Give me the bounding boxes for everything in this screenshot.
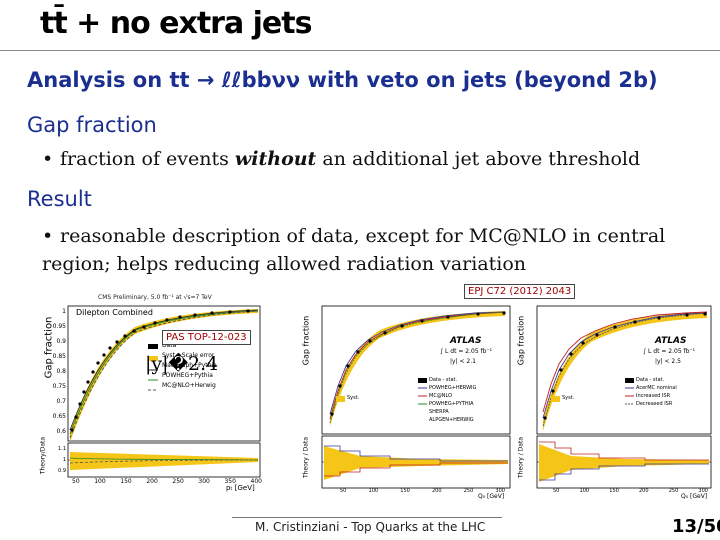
cms-ytick: 0.65 xyxy=(52,413,66,420)
cms-ytick: 0.6 xyxy=(56,428,66,435)
atlas1-legend-item: SHERPA xyxy=(429,409,449,415)
heading-result: Result xyxy=(27,187,92,211)
atlas2-xticks: 50 100 150 200 250 300 xyxy=(553,488,708,494)
cms-legend-syst: Syst.+Scale error xyxy=(162,352,215,359)
page-number: 13/50 xyxy=(672,516,720,537)
atlas-plot-1: ATLAS ∫ L dt = 2.05 fb⁻¹ |y| < 2.1 Gap f… xyxy=(300,296,515,502)
atlas1-legend-item: POWHEG+PYTHIA xyxy=(429,401,474,407)
bullet-gap-emphasis: without xyxy=(234,148,317,170)
atlas1-legend: Data - stat. POWHEG+HERWIG MC@NLO POWHEG… xyxy=(429,376,476,424)
atlas1-legend-syst: Syst. xyxy=(347,395,360,401)
atlas2-legend-item: Decreased ISR xyxy=(636,401,673,407)
ref-pas-box: PAS TOP-12-023 xyxy=(162,330,251,345)
heading-analysis: Analysis on tt → ℓℓbbνν with veto on jet… xyxy=(27,68,658,92)
atlas-plot-1-svg xyxy=(300,296,515,502)
bullet-gap-pre: fraction of events xyxy=(60,148,235,170)
cms-xtick: 400 xyxy=(250,478,262,485)
bullet-result: • reasonable description of data, except … xyxy=(42,225,666,275)
cms-xtick: 250 xyxy=(172,478,184,485)
atlas1-ylabel: Gap fraction xyxy=(301,315,311,366)
cms-legend-powheg: POWHEG+Pythia xyxy=(162,372,213,379)
cms-xtick: 150 xyxy=(120,478,132,485)
atlas1-xlabel: Q₀ [GeV] xyxy=(478,493,505,500)
atlas2-region: |y| < 2.5 xyxy=(655,358,681,365)
cms-ytick: 0.9 xyxy=(56,338,66,345)
atlas2-legend-item: Increased ISR xyxy=(636,393,671,399)
title-underline xyxy=(0,50,720,51)
cms-legend: Data Syst.+Scale error MadGraph+Pythia P… xyxy=(162,341,217,391)
atlas1-lumi: ∫ L dt = 2.05 fb⁻¹ xyxy=(440,348,493,355)
atlas2-xtick: 250 xyxy=(668,488,679,494)
atlas1-xtick: 150 xyxy=(400,488,410,494)
atlas2-label: ATLAS xyxy=(655,336,687,346)
cms-legend-data: Data xyxy=(162,342,177,349)
atlas1-xtick: 200 xyxy=(431,488,442,494)
atlas1-label: ATLAS xyxy=(450,336,482,346)
cms-plot: CMS Preliminary, 5.0 fb⁻¹ at √s=7 TeV Di… xyxy=(30,292,265,497)
atlas1-legend-item: POWHEG+HERWIG xyxy=(429,385,477,391)
cms-yticks: 1 0.95 0.9 0.85 0.8 0.75 0.7 0.65 0.6 xyxy=(48,304,66,439)
rapidity-label: |y|�2.4 xyxy=(145,353,219,375)
atlas2-xtick: 50 xyxy=(553,488,560,494)
atlas2-legend: Data - stat. AcerMC nominal Increased IS… xyxy=(636,376,677,408)
cms-ratio-ytick: 1.1 xyxy=(58,446,66,452)
atlas2-legend-item: Data - stat. xyxy=(636,377,665,383)
slide-title: tt̄ + no extra jets xyxy=(40,6,312,41)
cms-ratio-ytick: 0.9 xyxy=(58,468,66,474)
atlas2-xtick: 300 xyxy=(698,488,708,494)
cms-ytick: 0.75 xyxy=(52,383,66,390)
atlas1-xticks: 50 100 150 200 250 300 xyxy=(340,488,505,494)
cms-xticks: 50 100 150 200 250 300 350 400 xyxy=(72,478,262,485)
atlas2-legend-syst: Syst. xyxy=(562,395,575,401)
cms-ytick: 0.95 xyxy=(52,323,66,330)
cms-xtick: 100 xyxy=(94,478,106,485)
atlas-plot-2-svg xyxy=(515,296,715,502)
bullet-gap-fraction: • fraction of events without an additiona… xyxy=(42,148,641,170)
atlas2-ylabel: Gap fraction xyxy=(516,315,526,366)
atlas2-xlabel: Q₀ [GeV] xyxy=(681,493,708,500)
atlas2-xtick: 200 xyxy=(638,488,649,494)
atlas1-xtick: 250 xyxy=(463,488,474,494)
cms-legend-mcatnlo: MC@NLO+Herwig xyxy=(162,382,216,389)
ref-epj-box: EPJ C72 (2012) 2043 xyxy=(464,284,576,299)
cms-legend-madgraph: MadGraph+Pythia xyxy=(162,362,217,369)
cms-plot-subtitle: Dilepton Combined xyxy=(76,308,153,317)
atlas1-ratio-ylabel: Theory / Data xyxy=(302,437,310,479)
cms-ytick: 0.8 xyxy=(56,368,66,375)
cms-plot-xlabel: pₜ [GeV] xyxy=(226,484,255,492)
cms-ratio-ylabel: Theory/Data xyxy=(39,436,47,475)
cms-ratio-yticks: 1.1 1 0.9 xyxy=(50,444,66,477)
atlas1-xtick: 300 xyxy=(495,488,505,494)
cms-xtick: 200 xyxy=(146,478,158,485)
atlas1-xtick: 50 xyxy=(340,488,347,494)
cms-plot-svg xyxy=(30,292,265,497)
atlas1-legend-item: Data - stat. xyxy=(429,377,458,383)
heading-gap-fraction: Gap fraction xyxy=(27,113,157,137)
bullet-result-text: reasonable description of data, except f… xyxy=(42,225,666,275)
cms-ytick: 0.85 xyxy=(52,353,66,360)
bullet-gap-post: an additional jet above threshold xyxy=(316,148,641,170)
atlas2-legend-item: AcerMC nominal xyxy=(636,385,677,391)
cms-plot-header: CMS Preliminary, 5.0 fb⁻¹ at √s=7 TeV xyxy=(98,294,212,301)
atlas2-ratio-ylabel: Theory / Data xyxy=(517,437,525,479)
cms-xtick: 350 xyxy=(224,478,236,485)
footer-divider xyxy=(232,517,502,518)
atlas1-legend-item: ALPGEN+HERWIG xyxy=(429,417,474,423)
cms-xtick: 50 xyxy=(72,478,80,485)
cms-ytick: 0.7 xyxy=(56,398,66,405)
atlas2-xtick: 100 xyxy=(579,488,590,494)
cms-ytick: 1 xyxy=(62,308,66,315)
atlas2-xtick: 150 xyxy=(609,488,619,494)
atlas1-legend-item: MC@NLO xyxy=(429,393,453,399)
cms-ratio-ytick: 1 xyxy=(62,457,66,463)
atlas-plot-2: ATLAS ∫ L dt = 2.05 fb⁻¹ |y| < 2.5 Gap f… xyxy=(515,296,715,502)
footer-text: M. Cristinziani - Top Quarks at the LHC xyxy=(255,520,486,534)
atlas1-region: |y| < 2.1 xyxy=(450,358,476,365)
atlas1-xtick: 100 xyxy=(368,488,379,494)
cms-xtick: 300 xyxy=(198,478,210,485)
atlas2-lumi: ∫ L dt = 2.05 fb⁻¹ xyxy=(643,348,696,355)
